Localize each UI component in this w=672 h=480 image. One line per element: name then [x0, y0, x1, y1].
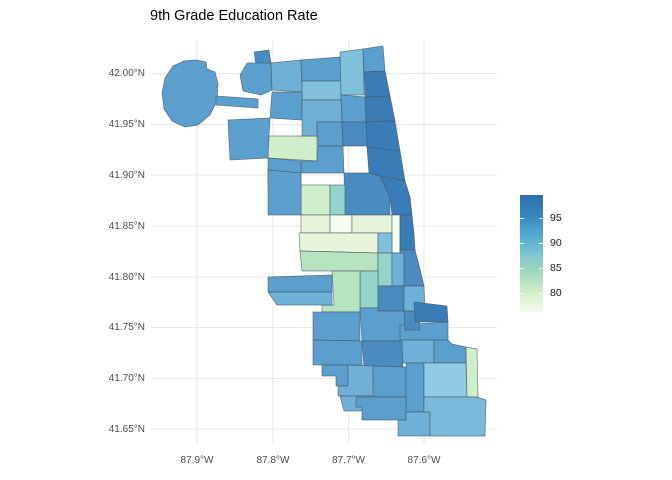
y-tick-label: 41.90°N — [108, 169, 145, 181]
map-region-mount-greenwood — [321, 364, 349, 387]
map-region-auburn-gresham — [361, 340, 404, 368]
map-region-east-side — [465, 346, 479, 398]
map-region-avondale — [316, 121, 344, 147]
map-region-forest-glen — [270, 59, 303, 93]
map-region-new-city — [377, 285, 405, 312]
legend-tick-label: 85 — [550, 261, 562, 274]
map-region-grand-crossing — [399, 339, 435, 364]
legend-tick-label: 95 — [550, 211, 562, 224]
map-region-albany-park — [301, 80, 342, 101]
map-region-humboldt-park-e — [329, 184, 346, 216]
map-region-ohare-strip — [215, 95, 259, 109]
x-tick-label: 87.8°W — [256, 455, 290, 466]
map-layer — [161, 45, 487, 437]
map-region-west-pullman — [355, 396, 407, 421]
map-region-lawndale — [298, 232, 379, 254]
map-region-near-south — [391, 214, 401, 254]
map-region-dunning — [227, 117, 271, 161]
legend-tick-label: 90 — [550, 236, 562, 249]
y-tick-label: 41.75°N — [108, 322, 145, 333]
map-region-hegewisch — [423, 396, 487, 437]
map-region-near-west — [351, 214, 393, 234]
map-region-austin — [267, 169, 302, 216]
y-tick-label: 41.65°N — [108, 423, 145, 435]
chart-title: 9th Grade Education Rate — [150, 8, 318, 24]
x-tick-label: 87.9°W — [180, 455, 214, 466]
y-tick-label: 41.70°N — [108, 373, 145, 384]
map-region-edgewater — [363, 70, 391, 98]
map-region-clearing — [267, 291, 333, 306]
y-tick-label: 41.85°N — [108, 220, 145, 232]
map-region-bridgeport-w — [377, 252, 393, 287]
y-tick-label: 41.95°N — [108, 119, 145, 130]
map-region-loop — [399, 214, 416, 251]
legend-tick-mark — [539, 292, 543, 294]
legend-tick-mark — [520, 267, 524, 269]
y-tick-label: 41.80°N — [108, 271, 145, 283]
map-region-jefferson-park — [269, 91, 303, 121]
map-region-ashburn — [312, 339, 363, 366]
legend-tick-mark — [539, 217, 543, 219]
map-region-washington-heights — [372, 365, 407, 398]
map-region-garfield-w — [300, 214, 331, 234]
map-region-north-center — [341, 121, 368, 147]
map-region-norwood-park — [239, 62, 273, 96]
legend-tick-mark — [539, 267, 543, 269]
map-region-uptown — [364, 95, 396, 123]
map-region-north-park — [300, 56, 342, 82]
map-region-ohare — [161, 59, 219, 128]
map-region-humboldt-park-w — [300, 184, 331, 216]
map-region-lincoln-square — [340, 94, 367, 123]
legend-tick-mark — [520, 292, 524, 294]
map-region-bridgeport-e — [391, 252, 405, 287]
legend-tick-label: 80 — [550, 286, 562, 299]
map-region-chicago-lawn — [312, 311, 361, 342]
map-panel-svg — [150, 40, 497, 445]
legend-tick-mark — [539, 242, 543, 244]
colorbar-gradient — [520, 195, 543, 312]
map-region-west-ridge — [339, 48, 365, 96]
map-region-calumet-deering — [423, 362, 468, 398]
map-region-portage-park — [267, 135, 318, 162]
map-region-garfield-ridge — [267, 274, 333, 293]
map-region-pilsen — [377, 232, 393, 254]
map-region-roseland — [405, 362, 425, 413]
y-tick-label: 42.00°N — [108, 68, 145, 79]
map-region-garfield-e — [329, 214, 353, 234]
map-region-lakeview — [365, 120, 401, 152]
map-region-south-shore — [433, 339, 467, 364]
x-tick-label: 87.6°W — [407, 455, 441, 466]
map-region-little-village — [299, 250, 379, 272]
map-region-englewood — [359, 307, 406, 342]
x-tick-label: 87.7°W — [332, 455, 365, 466]
legend-tick-mark — [520, 242, 524, 244]
map-region-mckinley-park — [359, 270, 379, 309]
legend-tick-mark — [520, 217, 524, 219]
map-region-rogers-park — [362, 45, 386, 73]
map-region-hyde-park — [413, 301, 449, 323]
